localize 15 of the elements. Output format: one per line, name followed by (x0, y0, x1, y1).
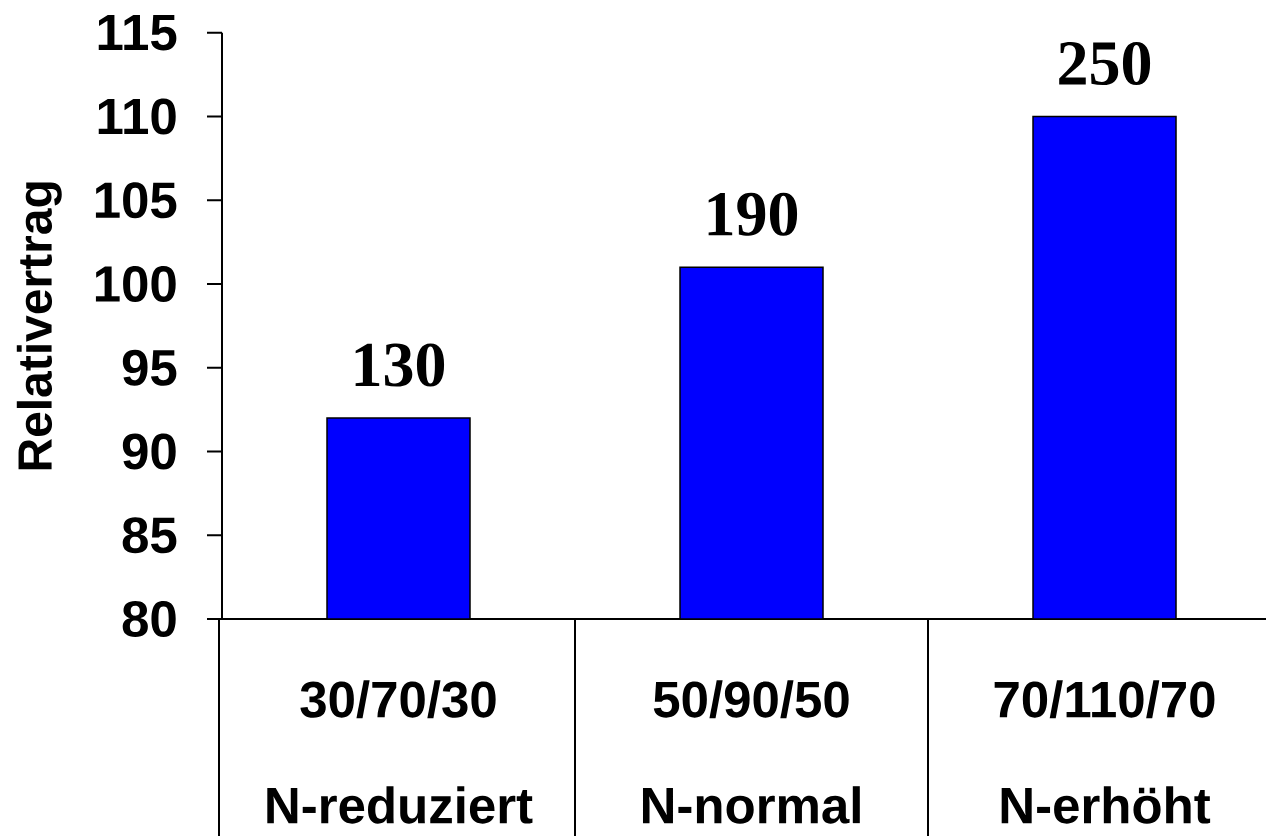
annotation: 190 (708, 192, 798, 236)
y-tick-label: 95 (122, 349, 177, 386)
y-tick-label: 100 (95, 265, 176, 303)
annotation: 250 (1059, 41, 1151, 86)
y-tick-label: 110 (98, 98, 176, 135)
y-axis-title: Relativertrag (16, 182, 62, 470)
category-label: 70/110/70 N-erhöht (994, 680, 1215, 824)
category-label: 50/90/50 N-normal (642, 680, 860, 824)
y-tick-label: 115 (98, 14, 177, 51)
category-label: 30/70/30 N-reduziert (267, 680, 533, 824)
y-tick-label: 90 (122, 433, 176, 470)
y-tick-label: 85 (122, 517, 177, 554)
y-tick-label: 105 (95, 182, 177, 219)
y-tick-label: 80 (122, 600, 176, 638)
annotation: 130 (355, 343, 445, 387)
